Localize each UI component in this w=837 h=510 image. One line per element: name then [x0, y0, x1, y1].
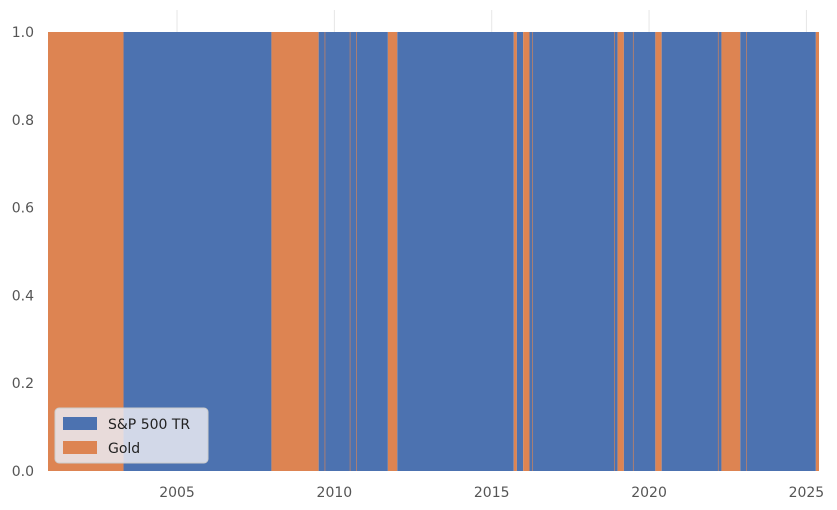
x-tick-label: 2005	[159, 485, 195, 501]
gold-period	[617, 32, 624, 471]
gold-period	[523, 32, 530, 471]
legend-label-gold: Gold	[108, 441, 140, 457]
y-tick-label: 0.2	[12, 376, 34, 392]
sp500-period	[661, 32, 722, 471]
y-tick-label: 1.0	[12, 25, 34, 41]
sp500-period	[516, 32, 524, 471]
legend-label-sp500: S&P 500 TR	[108, 417, 190, 433]
gold-period	[387, 32, 398, 471]
sp500-period	[123, 32, 272, 471]
x-axis: 2005 2010 2015 2020 2025	[159, 485, 824, 501]
legend-swatch-sp500	[63, 417, 97, 430]
gold-period	[48, 32, 124, 471]
sp500-period	[318, 32, 388, 471]
sp500-period	[397, 32, 514, 471]
y-tick-label: 0.6	[12, 201, 34, 217]
gold-period	[655, 32, 662, 471]
switch-lines	[324, 32, 748, 471]
y-tick-label: 0.4	[12, 288, 34, 304]
gold-period	[721, 32, 741, 471]
gold-period	[815, 32, 819, 471]
y-axis: 0.0 0.2 0.4 0.6 0.8 1.0	[12, 25, 34, 480]
x-tick-label: 2015	[474, 485, 510, 501]
period-areas	[48, 32, 819, 471]
sp500-period	[529, 32, 618, 471]
y-tick-label: 0.8	[12, 113, 34, 129]
sp500-period	[740, 32, 816, 471]
y-tick-label: 0.0	[12, 464, 34, 480]
legend-swatch-gold	[63, 441, 97, 454]
x-tick-label: 2025	[789, 485, 825, 501]
gold-period	[513, 32, 517, 471]
gold-period	[271, 32, 319, 471]
x-tick-label: 2020	[631, 485, 667, 501]
legend: S&P 500 TR Gold	[54, 407, 209, 464]
sp500-period	[623, 32, 656, 471]
x-tick-label: 2010	[317, 485, 353, 501]
